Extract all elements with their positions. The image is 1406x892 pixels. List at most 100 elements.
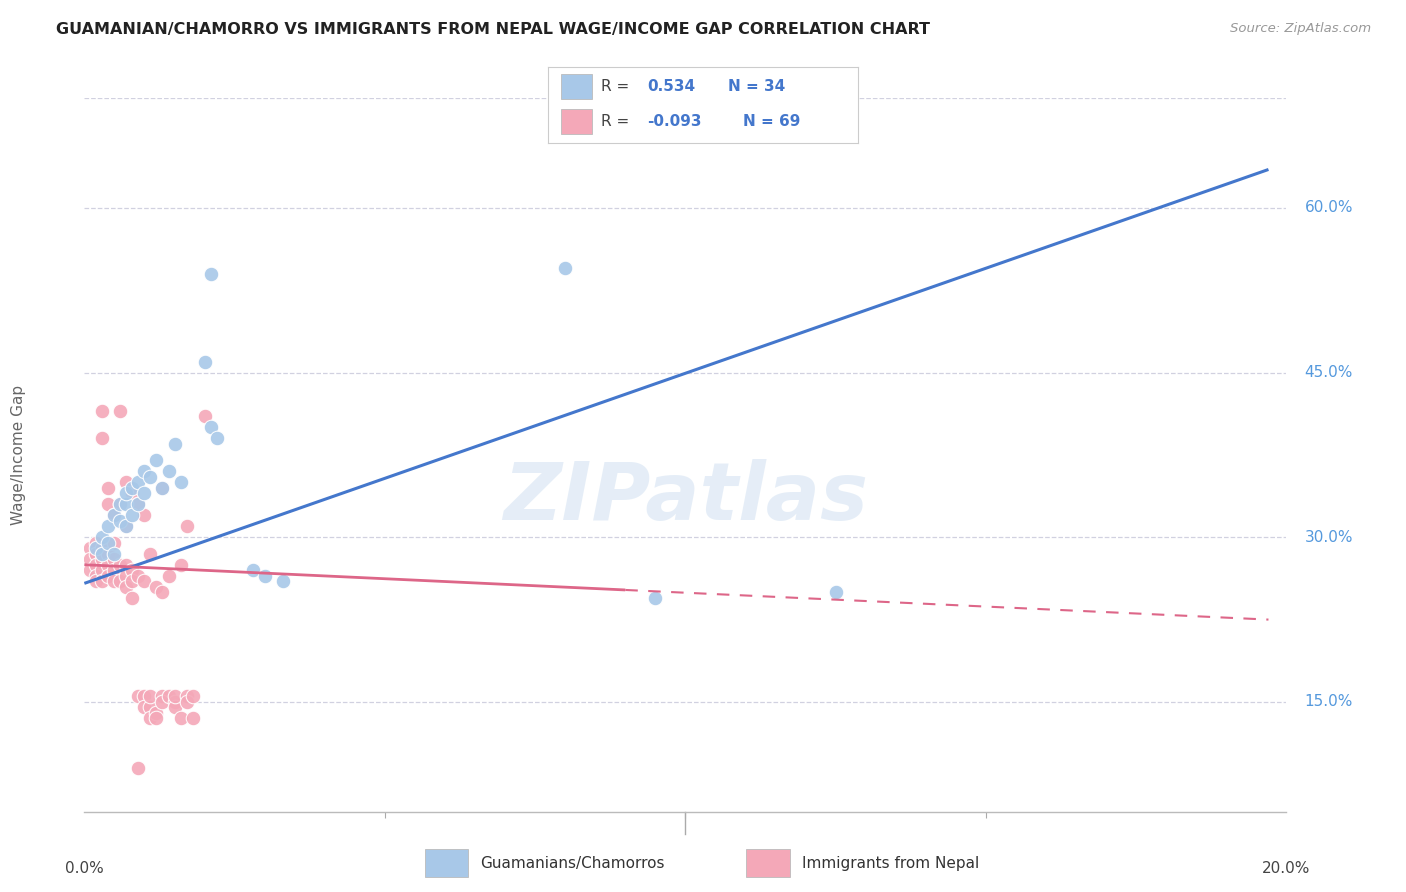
Point [152, 585, 174, 599]
Point [115, 558, 138, 572]
Point [86, 547, 108, 561]
Point [134, 690, 156, 704]
Point [91, 432, 114, 446]
Point [139, 690, 162, 704]
Point [139, 547, 162, 561]
Point [121, 481, 143, 495]
Point [91, 574, 114, 589]
Point [110, 514, 132, 528]
Point [176, 695, 198, 709]
Point [176, 690, 198, 704]
Point [194, 354, 217, 368]
Point [145, 706, 167, 720]
Text: ZIPatlas: ZIPatlas [503, 458, 868, 537]
Text: 15.0%: 15.0% [1305, 695, 1353, 709]
Point [103, 508, 125, 523]
Text: N = 69: N = 69 [744, 114, 800, 129]
Point [169, 475, 191, 490]
Point [86, 535, 108, 549]
Point [121, 486, 143, 500]
Text: -0.093: -0.093 [647, 114, 702, 129]
Point [152, 481, 174, 495]
Point [152, 690, 174, 704]
Point [194, 409, 217, 424]
Point [79, 563, 101, 577]
Text: R =: R = [600, 79, 628, 95]
Point [103, 563, 125, 577]
Text: N = 34: N = 34 [728, 79, 785, 95]
Text: Guamanians/Chamorros: Guamanians/Chamorros [481, 855, 665, 871]
Point [121, 508, 143, 523]
Point [200, 420, 222, 434]
Point [145, 711, 167, 725]
Point [91, 552, 114, 566]
Point [115, 519, 138, 533]
Point [115, 497, 138, 511]
Point [163, 437, 186, 451]
Point [200, 267, 222, 281]
Point [253, 568, 276, 582]
Point [134, 508, 156, 523]
Text: 60.0%: 60.0% [1305, 201, 1353, 215]
Point [271, 574, 294, 589]
Text: Wage/Income Gap: Wage/Income Gap [11, 384, 25, 525]
Text: Immigrants from Nepal: Immigrants from Nepal [801, 855, 979, 871]
Point [145, 580, 167, 594]
Text: Source: ZipAtlas.com: Source: ZipAtlas.com [1230, 22, 1371, 36]
Point [134, 574, 156, 589]
Point [181, 711, 204, 725]
Point [134, 486, 156, 500]
Point [127, 568, 149, 582]
Point [554, 261, 576, 276]
Text: 30.0%: 30.0% [1305, 530, 1353, 545]
Point [91, 541, 114, 556]
Point [127, 475, 149, 490]
Point [152, 695, 174, 709]
Point [79, 541, 101, 556]
Point [127, 497, 149, 511]
Point [97, 558, 120, 572]
Point [91, 530, 114, 544]
Point [163, 700, 186, 714]
Point [205, 432, 228, 446]
Point [157, 690, 180, 704]
Point [97, 568, 120, 582]
Point [169, 711, 191, 725]
Point [86, 558, 108, 572]
Text: R =: R = [600, 114, 628, 129]
Point [139, 700, 162, 714]
Point [97, 547, 120, 561]
Point [86, 541, 108, 556]
Point [110, 497, 132, 511]
FancyBboxPatch shape [561, 110, 592, 134]
Point [121, 574, 143, 589]
Point [97, 519, 120, 533]
Point [127, 497, 149, 511]
Point [103, 547, 125, 561]
Point [103, 508, 125, 523]
Point [181, 690, 204, 704]
Point [157, 568, 180, 582]
Point [176, 519, 198, 533]
Point [115, 486, 138, 500]
Point [97, 481, 120, 495]
Point [115, 519, 138, 533]
Text: GUAMANIAN/CHAMORRO VS IMMIGRANTS FROM NEPAL WAGE/INCOME GAP CORRELATION CHART: GUAMANIAN/CHAMORRO VS IMMIGRANTS FROM NE… [56, 22, 931, 37]
Point [121, 563, 143, 577]
Point [163, 695, 186, 709]
Text: 45.0%: 45.0% [1305, 365, 1353, 380]
Point [115, 475, 138, 490]
Text: 0.0%: 0.0% [65, 861, 104, 876]
Point [110, 574, 132, 589]
Point [115, 568, 138, 582]
Point [91, 547, 114, 561]
Point [91, 563, 114, 577]
Point [163, 690, 186, 704]
Point [97, 497, 120, 511]
Point [110, 404, 132, 418]
Point [134, 464, 156, 478]
Point [139, 711, 162, 725]
Point [115, 580, 138, 594]
Point [103, 535, 125, 549]
Point [110, 497, 132, 511]
